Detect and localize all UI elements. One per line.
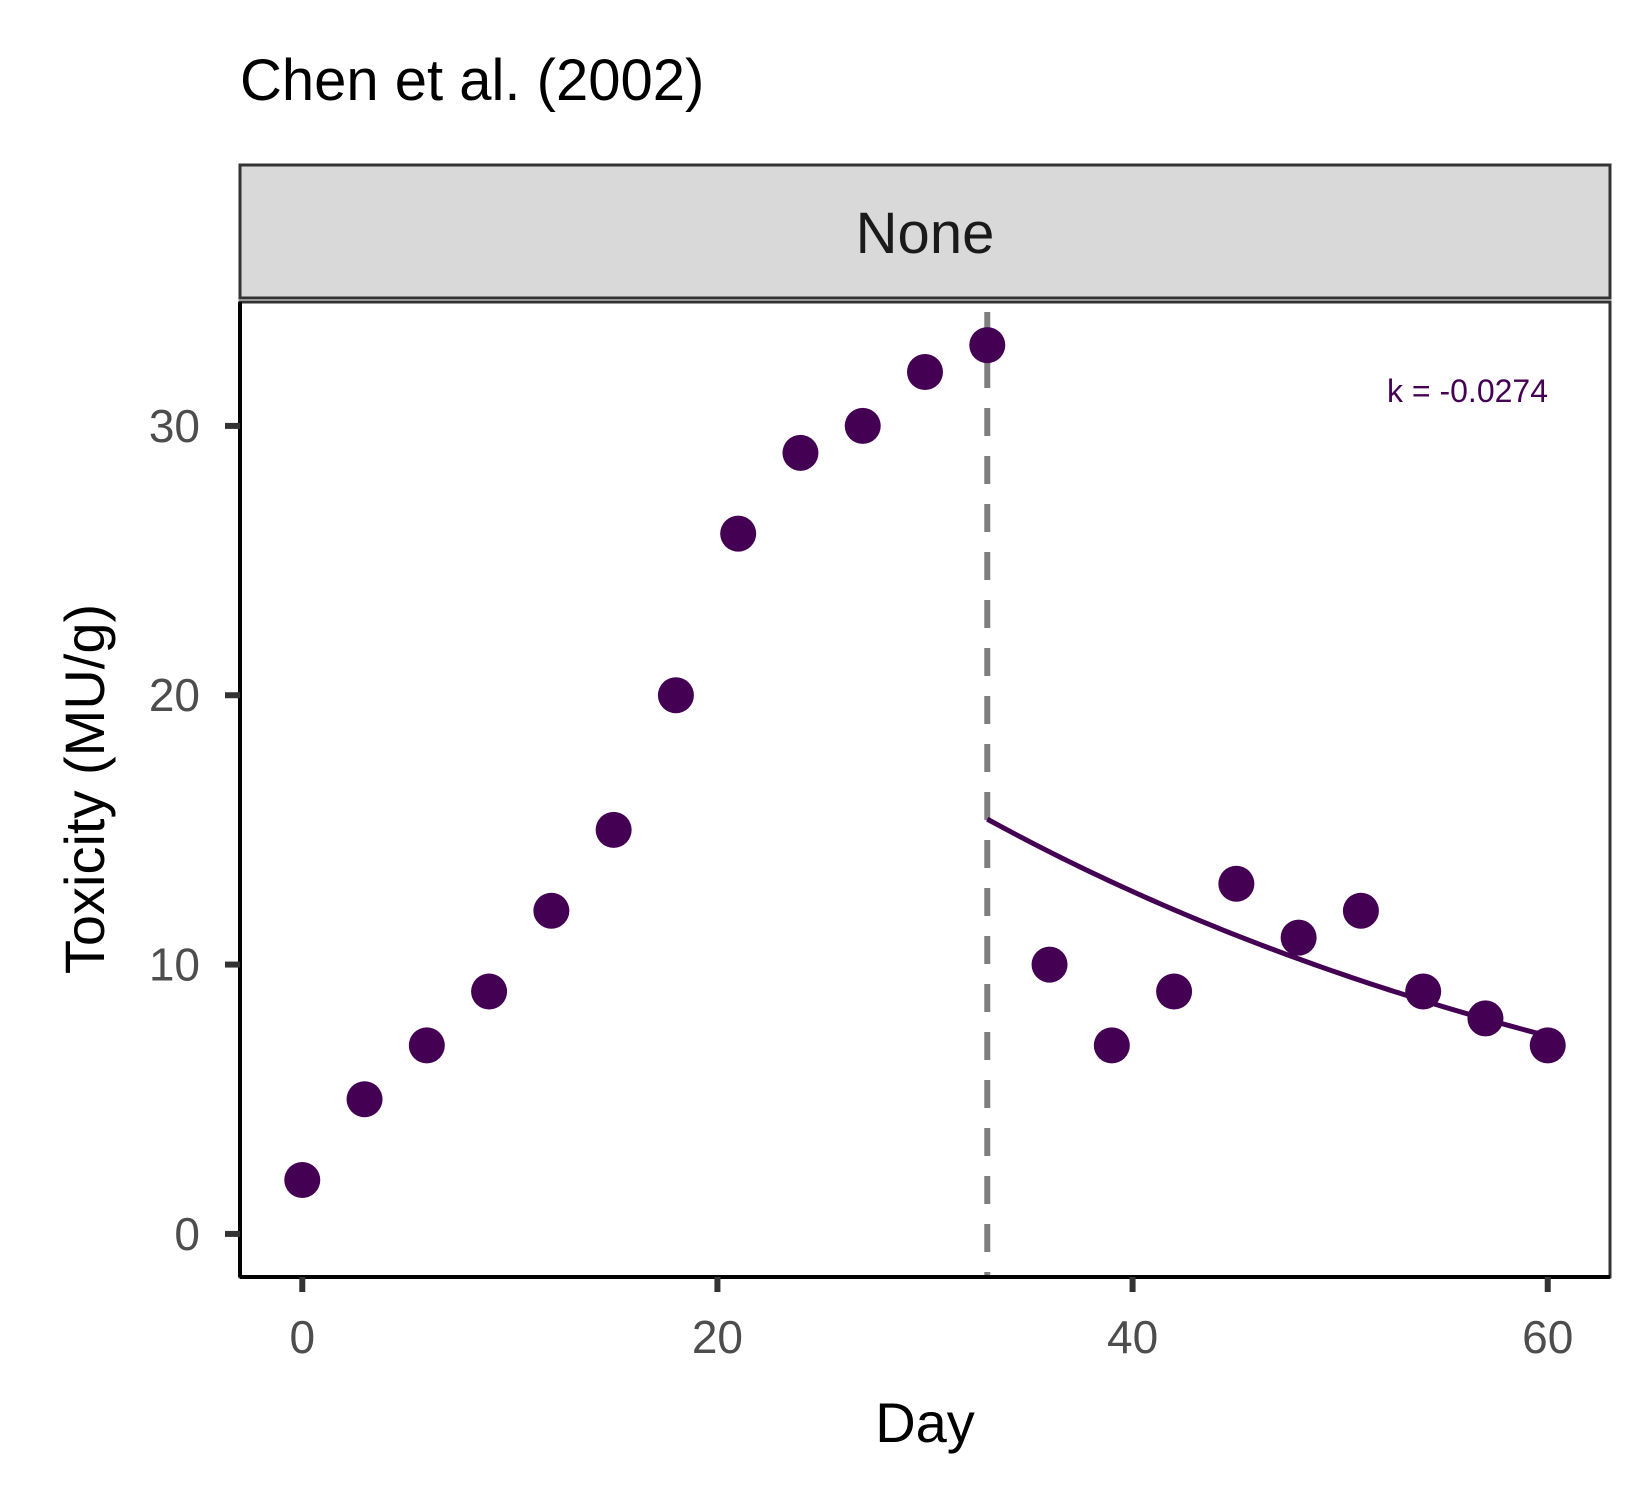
k-annotation: k = -0.0274 — [1387, 373, 1548, 409]
y-tick-label: 0 — [174, 1208, 200, 1260]
x-tick-label: 40 — [1107, 1311, 1158, 1363]
data-point — [969, 327, 1006, 364]
data-point — [657, 677, 694, 714]
x-tick-label: 20 — [692, 1311, 743, 1363]
data-point — [1405, 973, 1442, 1010]
data-point — [595, 811, 632, 848]
x-axis-title: Day — [875, 1391, 975, 1454]
data-point — [1467, 1000, 1504, 1037]
x-tick-label: 60 — [1522, 1311, 1573, 1363]
data-point — [907, 354, 943, 391]
data-point — [346, 1081, 383, 1118]
data-points-layer — [284, 327, 1566, 1199]
y-tick-label: 10 — [149, 939, 200, 991]
x-tick-label: 0 — [289, 1311, 315, 1363]
data-point — [1156, 973, 1193, 1010]
data-point — [720, 515, 757, 552]
data-point — [1218, 865, 1255, 902]
data-point — [408, 1027, 445, 1064]
x-axis-ticks: 0 20 40 60 — [289, 1277, 1573, 1363]
data-point — [533, 892, 570, 929]
facet-label: None — [856, 201, 995, 266]
fit-line-layer — [986, 816, 1549, 1039]
data-point — [1093, 1027, 1130, 1064]
data-point — [844, 407, 881, 444]
data-point — [1280, 919, 1317, 956]
y-tick-label: 30 — [149, 400, 200, 452]
plot-panel — [238, 300, 1612, 1279]
data-point — [284, 1162, 321, 1199]
data-point — [471, 973, 508, 1010]
y-axis-ticks: 0 10 20 30 — [149, 400, 240, 1260]
data-point — [1031, 946, 1068, 983]
fit-curve — [986, 816, 1549, 1039]
y-axis-title: Toxicity (MU/g) — [53, 604, 116, 974]
facet-strip — [238, 163, 1612, 300]
y-tick-label: 20 — [149, 669, 200, 721]
data-point — [1342, 892, 1379, 929]
data-point — [1529, 1027, 1566, 1064]
data-point — [782, 434, 819, 471]
chart-title: Chen et al. (2002) — [240, 48, 704, 113]
